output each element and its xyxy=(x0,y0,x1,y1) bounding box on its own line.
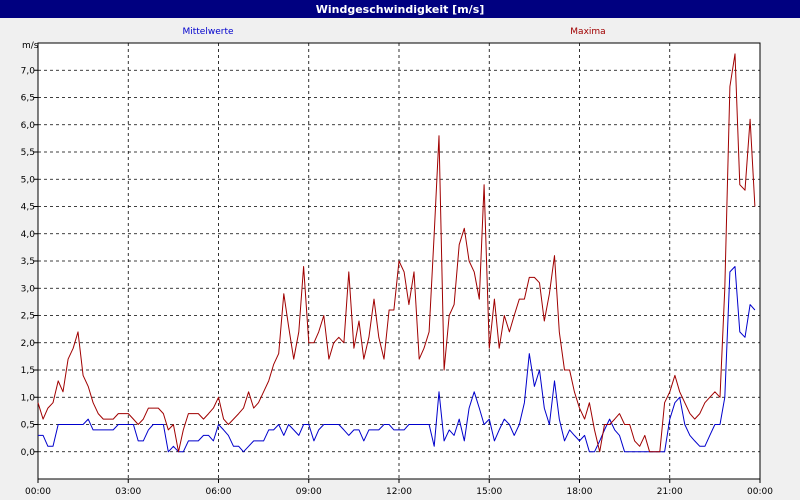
y-tick-label: 4,0 xyxy=(21,230,36,240)
x-axis: 00:0025.08.2203:0025.08.2206:0025.08.220… xyxy=(25,479,773,497)
y-tick-label: 3,0 xyxy=(21,284,36,294)
x-tick-label-time: 21:00 xyxy=(657,487,683,497)
y-tick-label: 2,0 xyxy=(21,339,36,349)
x-tick-label-time: 09:00 xyxy=(296,487,322,497)
x-tick-label-time: 00:00 xyxy=(747,487,773,497)
y-axis: 0,0 0,5 1,0 1,5 2,0 2,5 3,0 3,5 4,0 4,5 5,0 5,5 6,0 6… xyxy=(21,66,38,458)
series-lines xyxy=(37,53,756,453)
x-tick-label-time: 00:00 xyxy=(25,487,51,497)
series-line-mittelwerte xyxy=(38,266,756,453)
wind-speed-chart: 0,0 0,5 1,0 1,5 2,0 2,5 3,0 3,5 4,0 4,5 5,0 5,5 6,0 6… xyxy=(0,18,800,500)
y-tick-label: 7,0 xyxy=(21,66,36,76)
y-tick-label: 0,0 xyxy=(21,448,36,458)
y-tick-label: 1,0 xyxy=(21,393,36,403)
legend-mittelwerte: Mittelwerte xyxy=(182,27,233,37)
y-tick-label: 6,0 xyxy=(21,121,36,131)
grid xyxy=(38,43,760,479)
y-tick-label: 1,5 xyxy=(21,366,35,376)
series-line-maxima xyxy=(37,53,756,453)
y-axis-label: m/s xyxy=(22,41,39,51)
y-tick-label: 3,5 xyxy=(21,257,35,267)
y-tick-label: 6,5 xyxy=(21,94,35,104)
y-tick-label: 5,0 xyxy=(21,175,36,185)
y-tick-label: 4,5 xyxy=(21,203,35,213)
x-tick-label-time: 03:00 xyxy=(115,487,141,497)
y-tick-label: 5,5 xyxy=(21,148,35,158)
x-tick-label-time: 15:00 xyxy=(476,487,502,497)
y-tick-label: 0,5 xyxy=(21,421,35,431)
chart-title: Windgeschwindigkeit [m/s] xyxy=(0,0,800,18)
x-tick-label-time: 12:00 xyxy=(386,487,412,497)
legend-maxima: Maxima xyxy=(570,27,605,37)
x-tick-label-time: 06:00 xyxy=(206,487,232,497)
y-tick-label: 2,5 xyxy=(21,312,35,322)
x-tick-label-time: 18:00 xyxy=(567,487,593,497)
